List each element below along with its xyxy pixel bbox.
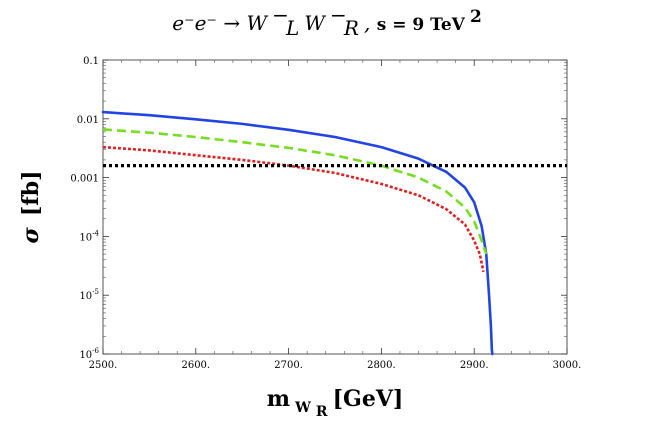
title-wl-sup: − <box>272 3 289 27</box>
x-axis-symbol: m <box>267 386 290 412</box>
y-tick-label: 0.001 <box>70 174 99 185</box>
series-line-green-dashed <box>102 128 488 255</box>
chart-title: e⁻e⁻ → W − L W − R , s = 9 TeV 2 <box>172 3 482 40</box>
x-tick-label: 2800. <box>367 360 396 371</box>
x-tick-label: 3000. <box>553 360 582 371</box>
x-tick-label: 2500. <box>89 360 118 371</box>
x-axis-sub: W <box>294 400 311 416</box>
axis-ticks <box>102 59 568 355</box>
x-tick-label: 2600. <box>181 360 210 371</box>
title-energy: s = 9 TeV <box>377 15 466 35</box>
series-line-blue-solid <box>101 110 494 356</box>
x-tick-label: 2900. <box>460 360 489 371</box>
y-tick-label: 10-5 <box>79 288 99 302</box>
y-axis-unit: [fb] <box>18 171 44 217</box>
x-axis-label: m W R [GeV] <box>267 386 404 420</box>
y-tick-label: 10-4 <box>79 229 99 243</box>
title-wr-sub: R <box>343 16 359 40</box>
title-process-lhs: e⁻e⁻ → <box>172 11 246 35</box>
series-group <box>101 110 567 356</box>
axis-tick-labels: 2500. 2600. 2700. 2800. 2900. 3000. 0.1 0.01 0.0… <box>70 56 581 371</box>
y-tick-label: 0.01 <box>77 115 99 126</box>
title-energy-sup: 2 <box>470 7 482 27</box>
title-wl-sub: L <box>285 16 299 40</box>
plot-frame <box>102 59 568 355</box>
y-tick-label: 10-6 <box>79 347 99 361</box>
title-wr: W <box>304 11 326 35</box>
y-axis-label: σ [fb] <box>18 171 44 244</box>
x-axis-unit: [GeV] <box>333 386 404 412</box>
title-separator: , <box>364 11 377 35</box>
x-axis-subsub: R <box>316 404 328 420</box>
series-line-red-dotted <box>102 145 485 273</box>
y-axis-symbol: σ <box>18 227 44 244</box>
title-wl: W <box>246 11 268 35</box>
x-tick-label: 2700. <box>274 360 303 371</box>
y-tick-label: 0.1 <box>83 56 99 67</box>
title-wr-sup: − <box>330 3 347 27</box>
